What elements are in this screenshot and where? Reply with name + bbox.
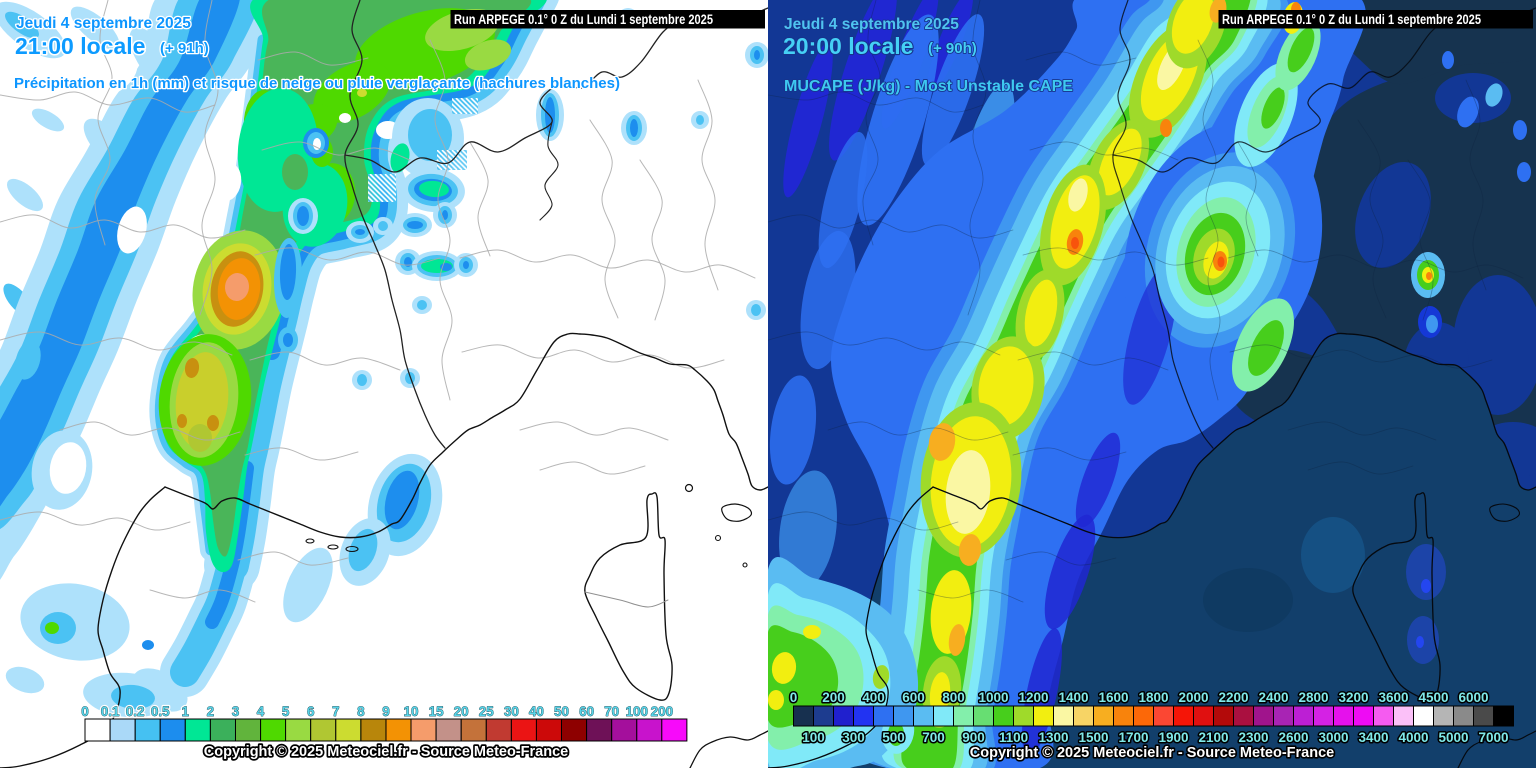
svg-text:1: 1 bbox=[182, 704, 190, 719]
svg-text:2300: 2300 bbox=[1238, 730, 1268, 745]
svg-text:40: 40 bbox=[529, 704, 544, 719]
svg-text:1400: 1400 bbox=[1058, 690, 1088, 705]
svg-text:30: 30 bbox=[504, 704, 519, 719]
svg-text:6: 6 bbox=[307, 704, 315, 719]
svg-text:7: 7 bbox=[332, 704, 340, 719]
svg-text:MUCAPE (J/kg) - Most Unstable: MUCAPE (J/kg) - Most Unstable CAPE bbox=[784, 78, 1073, 95]
svg-text:60: 60 bbox=[579, 704, 594, 719]
svg-text:50: 50 bbox=[554, 704, 569, 719]
svg-text:1900: 1900 bbox=[1158, 730, 1188, 745]
svg-text:15: 15 bbox=[429, 704, 445, 719]
svg-text:9: 9 bbox=[382, 704, 390, 719]
svg-text:1: 1 bbox=[182, 704, 190, 719]
svg-text:2: 2 bbox=[207, 704, 215, 719]
svg-text:1800: 1800 bbox=[1138, 690, 1168, 705]
svg-text:10: 10 bbox=[404, 704, 419, 719]
svg-text:(+ 91h): (+ 91h) bbox=[160, 40, 209, 57]
svg-text:5: 5 bbox=[282, 704, 290, 719]
svg-text:1200: 1200 bbox=[1018, 690, 1048, 705]
svg-text:30: 30 bbox=[504, 704, 519, 719]
svg-text:2100: 2100 bbox=[1198, 730, 1228, 745]
svg-text:8: 8 bbox=[357, 704, 365, 719]
svg-text:7000: 7000 bbox=[1478, 730, 1508, 745]
svg-text:40: 40 bbox=[529, 704, 544, 719]
svg-text:Run ARPEGE 0.1° 0 Z du Lundi 1: Run ARPEGE 0.1° 0 Z du Lundi 1 septembre… bbox=[1222, 12, 1481, 27]
svg-text:3200: 3200 bbox=[1338, 690, 1368, 705]
svg-text:20: 20 bbox=[454, 704, 469, 719]
svg-text:1000: 1000 bbox=[978, 690, 1008, 705]
svg-text:15: 15 bbox=[429, 704, 445, 719]
svg-text:800: 800 bbox=[942, 690, 965, 705]
svg-text:8: 8 bbox=[357, 704, 365, 719]
svg-text:4500: 4500 bbox=[1418, 690, 1448, 705]
svg-text:1700: 1700 bbox=[1118, 730, 1148, 745]
svg-text:2800: 2800 bbox=[1298, 690, 1328, 705]
svg-text:Run ARPEGE 0.1° 0 Z du Lundi 1: Run ARPEGE 0.1° 0 Z du Lundi 1 septembre… bbox=[454, 12, 713, 27]
svg-text:3: 3 bbox=[232, 704, 240, 719]
svg-text:3400: 3400 bbox=[1358, 730, 1388, 745]
svg-text:200: 200 bbox=[822, 690, 845, 705]
svg-text:2000: 2000 bbox=[1178, 690, 1208, 705]
svg-text:2600: 2600 bbox=[1278, 730, 1308, 745]
svg-text:20: 20 bbox=[454, 704, 469, 719]
svg-text:20:00 locale: 20:00 locale bbox=[783, 33, 913, 59]
svg-text:1500: 1500 bbox=[1078, 730, 1108, 745]
svg-text:Copyright © 2025 Meteociel.fr: Copyright © 2025 Meteociel.fr - Source M… bbox=[204, 744, 568, 760]
svg-text:7: 7 bbox=[332, 704, 340, 719]
svg-text:70: 70 bbox=[604, 704, 619, 719]
svg-text:4: 4 bbox=[257, 704, 265, 719]
svg-text:500: 500 bbox=[882, 730, 905, 745]
svg-text:3000: 3000 bbox=[1318, 730, 1348, 745]
svg-text:6000: 6000 bbox=[1458, 690, 1488, 705]
svg-text:0: 0 bbox=[790, 690, 798, 705]
svg-text:3: 3 bbox=[232, 704, 240, 719]
svg-text:25: 25 bbox=[479, 704, 495, 719]
svg-text:1600: 1600 bbox=[1098, 690, 1128, 705]
svg-text:100: 100 bbox=[802, 730, 825, 745]
svg-text:Précipitation en 1h (mm) et ri: Précipitation en 1h (mm) et risque de ne… bbox=[14, 75, 620, 92]
svg-text:25: 25 bbox=[479, 704, 495, 719]
svg-text:600: 600 bbox=[902, 690, 925, 705]
svg-text:0.5: 0.5 bbox=[151, 704, 170, 719]
svg-text:0.1: 0.1 bbox=[101, 704, 120, 719]
svg-text:50: 50 bbox=[554, 704, 569, 719]
svg-text:700: 700 bbox=[922, 730, 945, 745]
svg-text:6: 6 bbox=[307, 704, 315, 719]
svg-text:400: 400 bbox=[862, 690, 885, 705]
svg-text:0: 0 bbox=[81, 704, 89, 719]
svg-text:70: 70 bbox=[604, 704, 619, 719]
svg-text:Jeudi 4 septembre 2025: Jeudi 4 septembre 2025 bbox=[784, 16, 959, 33]
svg-text:2: 2 bbox=[207, 704, 215, 719]
svg-text:200: 200 bbox=[651, 704, 674, 719]
svg-text:0.2: 0.2 bbox=[126, 704, 145, 719]
svg-text:100: 100 bbox=[625, 704, 648, 719]
svg-text:4000: 4000 bbox=[1398, 730, 1428, 745]
svg-text:Jeudi 4 septembre 2025: Jeudi 4 septembre 2025 bbox=[16, 15, 191, 32]
svg-text:0.1: 0.1 bbox=[101, 704, 120, 719]
svg-text:0: 0 bbox=[81, 704, 89, 719]
svg-text:10: 10 bbox=[404, 704, 419, 719]
svg-text:900: 900 bbox=[962, 730, 985, 745]
svg-text:0.5: 0.5 bbox=[151, 704, 170, 719]
svg-text:300: 300 bbox=[842, 730, 865, 745]
svg-text:200: 200 bbox=[651, 704, 674, 719]
svg-text:60: 60 bbox=[579, 704, 594, 719]
svg-text:3600: 3600 bbox=[1378, 690, 1408, 705]
svg-text:5: 5 bbox=[282, 704, 290, 719]
svg-text:2200: 2200 bbox=[1218, 690, 1248, 705]
svg-text:Copyright © 2025 Meteociel.fr: Copyright © 2025 Meteociel.fr - Source M… bbox=[970, 745, 1334, 761]
svg-text:4: 4 bbox=[257, 704, 265, 719]
svg-text:2400: 2400 bbox=[1258, 690, 1288, 705]
svg-text:21:00 locale: 21:00 locale bbox=[15, 33, 145, 59]
svg-text:5000: 5000 bbox=[1438, 730, 1468, 745]
svg-text:100: 100 bbox=[625, 704, 648, 719]
svg-text:9: 9 bbox=[382, 704, 390, 719]
svg-text:1300: 1300 bbox=[1038, 730, 1068, 745]
svg-text:(+ 90h): (+ 90h) bbox=[928, 40, 977, 57]
svg-text:1100: 1100 bbox=[999, 730, 1028, 745]
svg-text:0.2: 0.2 bbox=[126, 704, 145, 719]
